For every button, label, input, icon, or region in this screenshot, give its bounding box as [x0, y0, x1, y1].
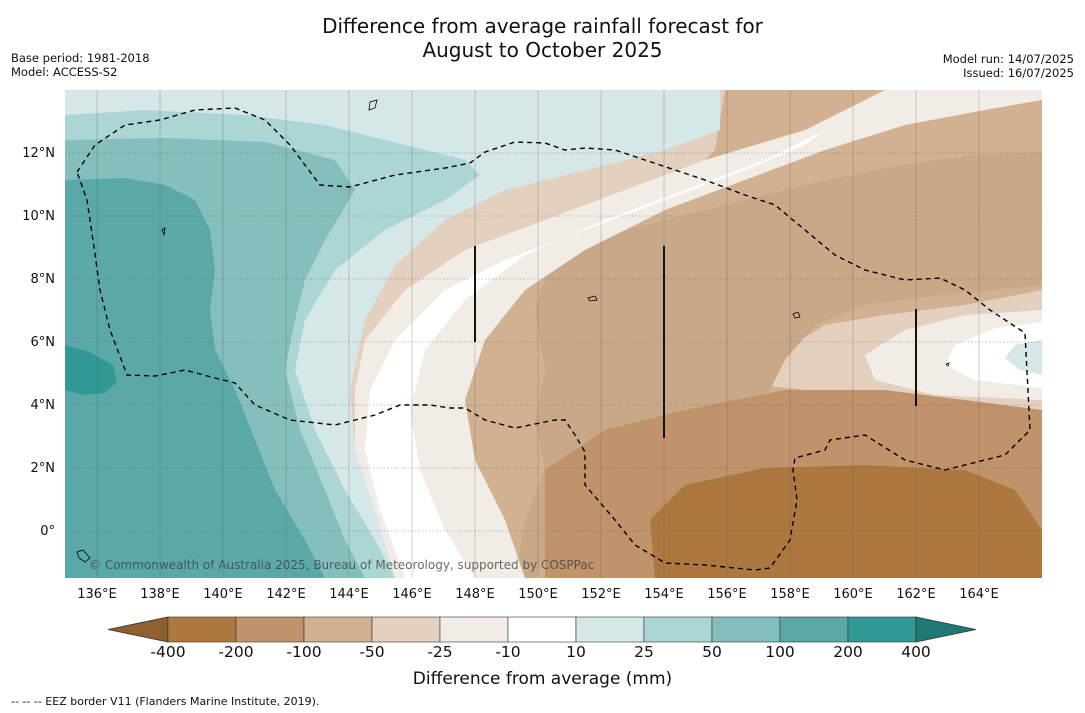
base-period: Base period: 1981-2018 — [11, 51, 150, 65]
rainfall-map — [65, 90, 1042, 578]
lat-label: 0° — [40, 524, 55, 539]
band-east-lobe-white — [945, 322, 1042, 388]
lon-label: 162°E — [896, 587, 936, 602]
lat-label: 2°N — [30, 461, 56, 476]
marker-lines — [474, 246, 917, 438]
legend-swatch — [779, 616, 849, 643]
eez-footnote: -- -- -- EEZ border V11 (Flanders Marine… — [11, 695, 320, 708]
meta-left: Base period: 1981-2018 Model: ACCESS-S2 — [11, 51, 150, 79]
legend-tick-label: -25 — [427, 643, 453, 661]
band-minus-100-b — [515, 152, 1042, 578]
legend-swatch — [167, 616, 237, 643]
lon-label: 158°E — [770, 587, 810, 602]
lon-label: 156°E — [707, 587, 747, 602]
band-plus-200 — [65, 345, 117, 395]
lon-label: 144°E — [329, 587, 369, 602]
lon-label: 160°E — [833, 587, 873, 602]
legend-swatch — [303, 616, 373, 643]
legend-tick-label: 10 — [566, 643, 586, 661]
lon-label: 142°E — [266, 587, 306, 602]
lat-label: 12°N — [22, 146, 55, 161]
legend-swatch — [847, 616, 917, 643]
model-name: Model: ACCESS-S2 — [11, 65, 118, 79]
lon-label: 148°E — [455, 587, 495, 602]
legend-swatch — [507, 616, 577, 643]
legend-colorbar — [108, 616, 977, 643]
legend-title: Difference from average (mm) — [412, 669, 673, 689]
legend-tick-label: -50 — [359, 643, 385, 661]
legend-swatch — [575, 616, 645, 643]
lon-label: 140°E — [203, 587, 243, 602]
issued-date: Issued: 16/07/2025 — [963, 66, 1074, 80]
legend-tick-label: 200 — [833, 643, 863, 661]
title-line-2: August to October 2025 — [422, 38, 663, 62]
legend-tick-label: -10 — [495, 643, 521, 661]
legend-swatch — [439, 616, 509, 643]
lon-label: 150°E — [518, 587, 558, 602]
legend-tick-label: -400 — [150, 643, 186, 661]
legend-tick-label: 25 — [634, 643, 654, 661]
lon-label: 146°E — [392, 587, 432, 602]
islands — [76, 99, 950, 563]
legend-swatch — [711, 616, 781, 643]
lon-label: 164°E — [959, 587, 999, 602]
lat-label: 6°N — [30, 335, 56, 350]
band-plus-100 — [65, 178, 325, 578]
legend-swatch — [235, 616, 305, 643]
legend-tick-label: 50 — [702, 643, 722, 661]
model-run: Model run: 14/07/2025 — [942, 52, 1074, 66]
legend-swatch — [643, 616, 713, 643]
copyright-notice: © Commonwealth of Australia 2025, Bureau… — [89, 558, 595, 572]
legend-tick-label: 100 — [765, 643, 795, 661]
eez-border — [76, 107, 1031, 571]
chart-title: Difference from average rainfall forecas… — [0, 14, 1085, 62]
lat-label: 10°N — [22, 209, 55, 224]
lon-label: 136°E — [77, 587, 117, 602]
band-minus-400 — [650, 465, 1042, 578]
meridian-lines — [96, 90, 980, 578]
legend-tick-label: -200 — [218, 643, 254, 661]
lon-label: 154°E — [644, 587, 684, 602]
lon-label: 152°E — [581, 587, 621, 602]
meta-right: Model run: 14/07/2025 Issued: 16/07/2025 — [943, 52, 1074, 80]
band-east-lobe-teal — [1005, 340, 1042, 375]
band-white — [365, 130, 825, 578]
lon-label: 138°E — [140, 587, 180, 602]
title-line-1: Difference from average rainfall forecas… — [322, 14, 763, 38]
legend-arrow-low — [108, 616, 169, 643]
lat-label: 4°N — [30, 398, 56, 413]
lat-label: 8°N — [30, 272, 56, 287]
legend-arrow-high — [915, 616, 977, 643]
legend-swatch — [371, 616, 441, 643]
legend-tick-label: 400 — [901, 643, 931, 661]
legend-tick-label: -100 — [286, 643, 322, 661]
